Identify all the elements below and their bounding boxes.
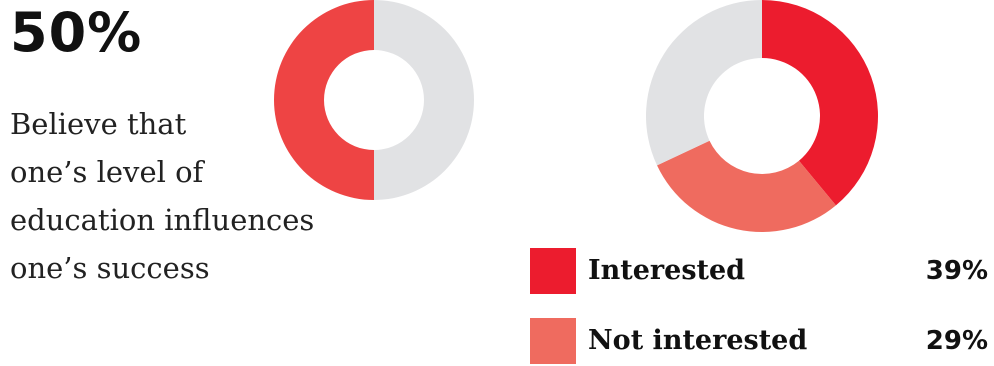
education-donut-chart [274,0,474,200]
donut-slice-segment-2 [374,0,474,200]
interest-donut-chart [646,0,878,232]
legend-value: 29% [925,326,988,356]
legend-swatch [530,248,576,294]
legend-label: Not interested [588,325,808,356]
legend-swatch [530,318,576,364]
donut-slice-interested [762,0,878,206]
donut-slice-segment-1 [274,0,374,200]
legend-item-interested: Interested 39% [530,248,992,294]
stat-value: 50% [10,1,143,64]
donut-slice-segment-3 [646,0,762,166]
stat-caption: Believe that one’s level of education in… [10,107,315,285]
legend-item-not-interested: Not interested 29% [530,318,992,364]
legend-value: 39% [925,256,988,286]
donut-slice-not-interested [657,140,836,232]
legend-label: Interested [588,255,746,286]
